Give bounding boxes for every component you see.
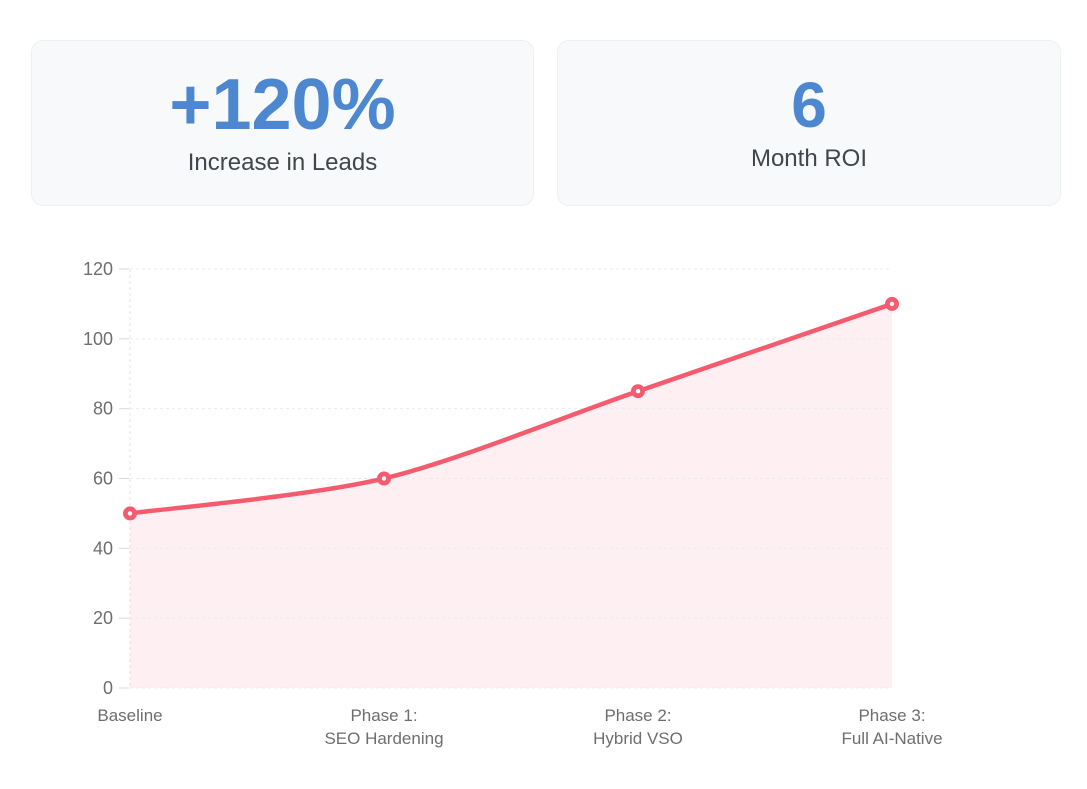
data-point-center — [889, 301, 895, 307]
data-line — [127, 301, 895, 516]
data-point-center — [127, 511, 133, 516]
y-tick-label: 0 — [103, 678, 113, 698]
y-tick-label: 80 — [93, 399, 113, 419]
data-point-center — [635, 389, 641, 394]
x-tick-label: Phase 2: Hybrid VSO — [593, 706, 683, 748]
y-tick-label: 20 — [93, 608, 113, 628]
roi-months-value: 6 — [791, 69, 827, 141]
stat-card-leads: +120% Increase in Leads — [31, 40, 534, 206]
area-fill — [130, 303, 892, 688]
stat-card-roi: 6 Month ROI — [557, 40, 1061, 206]
data-point-center — [381, 476, 387, 481]
x-tick-label: Baseline — [97, 706, 162, 725]
roi-months-label: Month ROI — [750, 145, 868, 172]
y-tick-label: 40 — [93, 538, 113, 558]
x-tick-label: Phase 3: Full AI-Native — [841, 706, 942, 748]
y-tick-label: 100 — [83, 329, 113, 349]
y-tick-label: 120 — [83, 259, 113, 279]
x-tick-label: Phase 1: SEO Hardening — [324, 706, 443, 748]
y-tick-label: 60 — [93, 469, 113, 489]
leads-increase-label: Increase in Leads — [187, 149, 378, 176]
leads-increase-value: +120% — [169, 65, 396, 145]
